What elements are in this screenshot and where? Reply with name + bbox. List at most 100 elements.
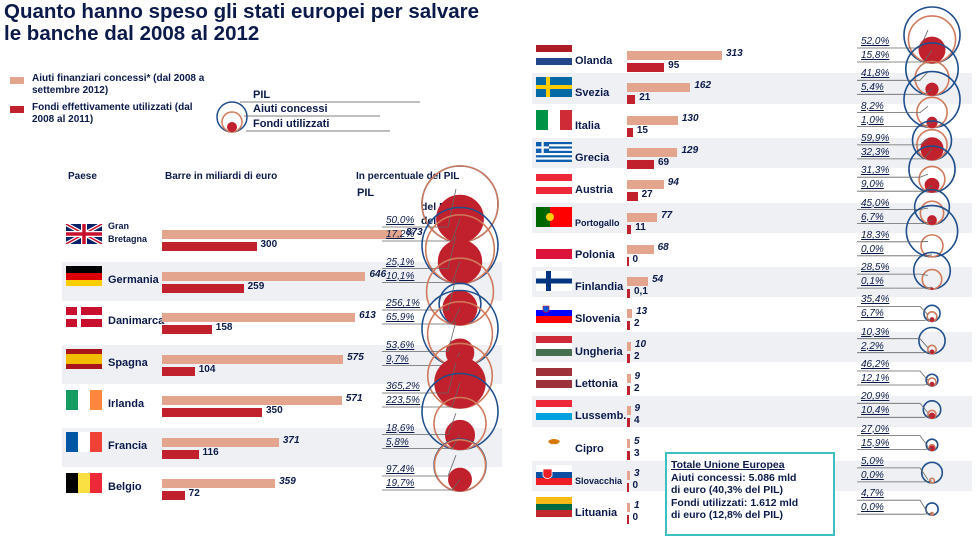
value-aiuti-olanda: 313 [726, 48, 743, 59]
country-name-francia: Francia [108, 439, 148, 452]
country-name-italia: Italia [575, 119, 601, 132]
flag-irlanda-icon [66, 390, 102, 410]
pct-aiuti-danimarca: 256,1% [386, 298, 420, 309]
bar-aiuti-granbretagna [162, 230, 402, 239]
value-aiuti-polonia: 68 [657, 241, 669, 253]
flag-ungheria-icon [536, 335, 572, 356]
value-aiuti-slovenia: 13 [636, 306, 648, 318]
bar-aiuti-slovacchia [627, 470, 630, 480]
bar-aiuti-finlandia [627, 277, 649, 287]
circle-aiuti-polonia [920, 234, 944, 258]
circle-fondi-slovenia [929, 317, 935, 322]
pct-aiuti-slovenia: 35,4% [861, 294, 890, 306]
value-aiuti-francia: 371 [282, 434, 300, 446]
pct-fondi-francia: 5,8% [386, 436, 409, 448]
flag-lettonia-icon [536, 368, 572, 388]
pct-fondi-slovacchia: 0,0% [861, 469, 884, 481]
pct-aiuti-belgio: 97,4% [386, 464, 415, 475]
value-fondi-danimarca: 158 [215, 322, 233, 333]
value-fondi-olanda: 95 [668, 60, 680, 71]
circle-aiuti-olanda [907, 15, 957, 64]
flag-lituania-icon [536, 497, 572, 518]
leader-fondi-polonia [857, 254, 933, 257]
value-fondi-lussemb: 4 [634, 415, 640, 427]
bar-aiuti-cipro [627, 438, 630, 448]
bar-fondi-ungheria [627, 353, 630, 363]
pct-aiuti-francia: 18,6% [386, 422, 415, 434]
value-aiuti-belgio: 359 [279, 476, 296, 487]
pct-fondi-grecia: 32,3% [861, 146, 890, 158]
bar-fondi-francia [162, 449, 199, 459]
value-fondi-portogallo: 11 [635, 221, 646, 233]
circle-pil-lituania [925, 502, 939, 516]
legend-swatch-fondi [10, 106, 24, 113]
pct-aiuti-ungheria: 10,3% [861, 326, 890, 338]
country-name-polonia: Polonia [575, 248, 615, 261]
bar-fondi-lussemb [627, 418, 630, 428]
bar-fondi-irlanda [162, 408, 262, 417]
sample-pil-label: PIL [357, 187, 375, 199]
value-fondi-slovacchia: 0 [632, 479, 639, 491]
value-aiuti-ungheria: 10 [634, 338, 647, 350]
flag-svezia-icon [536, 77, 572, 98]
total-line-2: di euro (40,3% del PIL) [671, 484, 784, 496]
country-name-portogallo: Portogallo [575, 217, 620, 228]
pct-aiuti-cipro: 27,0% [861, 423, 890, 435]
pct-fondi-germania: 10,1% [386, 270, 415, 282]
value-aiuti-grecia: 129 [681, 144, 699, 156]
value-aiuti-irlanda: 571 [345, 393, 363, 404]
row-band [532, 202, 972, 233]
leader-fondi-lettonia [857, 383, 933, 386]
circle-fondi-austria [924, 177, 940, 193]
legend-pil-label: PIL [253, 89, 271, 101]
pct-aiuti-polonia: 18,3% [861, 229, 890, 241]
flag-polonia-icon [536, 238, 572, 259]
bar-fondi-italia [627, 127, 633, 137]
country-name-austria: Austria [575, 184, 613, 197]
bar-aiuti-irlanda [162, 396, 342, 405]
value-fondi-slovenia: 2 [634, 318, 640, 330]
value-fondi-germania: 259 [247, 280, 265, 292]
country-name-germania: Germania [108, 273, 159, 286]
total-eu-box: Totale Unione Europea Aiuti concessi: 5.… [665, 452, 835, 536]
pct-aiuti-grecia: 59,9% [861, 132, 890, 144]
total-heading: Totale Unione Europea [671, 459, 785, 471]
value-aiuti-cipro: 5 [634, 435, 640, 447]
value-fondi-polonia: 0 [632, 253, 639, 265]
bar-fondi-grecia [627, 159, 654, 169]
bar-aiuti-danimarca [162, 313, 356, 322]
circle-aiuti-slovenia [926, 311, 938, 323]
bar-fondi-slovenia [627, 321, 630, 331]
bar-fondi-portogallo [627, 224, 632, 234]
pct-aiuti-austria: 31,3% [861, 165, 890, 177]
pct-fondi-danimarca: 65,9% [386, 312, 415, 323]
bar-aiuti-olanda [627, 51, 722, 60]
country-name-grecia: Grecia [575, 151, 610, 164]
flag-slovacchia-icon [536, 464, 572, 485]
bar-fondi-spagna [162, 366, 195, 376]
pct-fondi-lettonia: 12,1% [861, 373, 890, 384]
pct-fondi-cipro: 15,9% [861, 437, 890, 449]
circle-fondi-olanda [918, 36, 946, 64]
bar-fondi-svezia [627, 95, 636, 105]
circle-pil-olanda [903, 6, 961, 64]
pct-aiuti-svezia: 41,8% [861, 68, 890, 80]
circle-aiuti-lettonia [927, 377, 937, 387]
value-fondi-grecia: 69 [657, 156, 670, 168]
column-header-paese: Paese [68, 171, 97, 182]
sample-aiuti-suffix: del PIL [421, 201, 456, 213]
country-name-belgio: Belgio [108, 481, 142, 493]
pct-aiuti-finlandia: 28,5% [861, 262, 890, 274]
pct-aiuti-portogallo: 45,0% [861, 197, 890, 209]
country-name-danimarca: Danimarca [108, 315, 165, 327]
value-aiuti-danimarca: 613 [359, 310, 376, 321]
leader-fondi-lituania [857, 512, 933, 515]
bar-fondi-slovacchia [627, 482, 629, 492]
pct-fondi-italia: 1,0% [861, 114, 884, 126]
bar-aiuti-austria [627, 180, 664, 190]
leader-fondi-slovenia [857, 319, 933, 321]
column-header-percentuale: In percentuale del PIL [356, 171, 460, 182]
bar-aiuti-belgio [162, 479, 276, 488]
pct-aiuti-lituania: 4,7% [861, 488, 884, 500]
bar-fondi-austria [627, 192, 638, 202]
